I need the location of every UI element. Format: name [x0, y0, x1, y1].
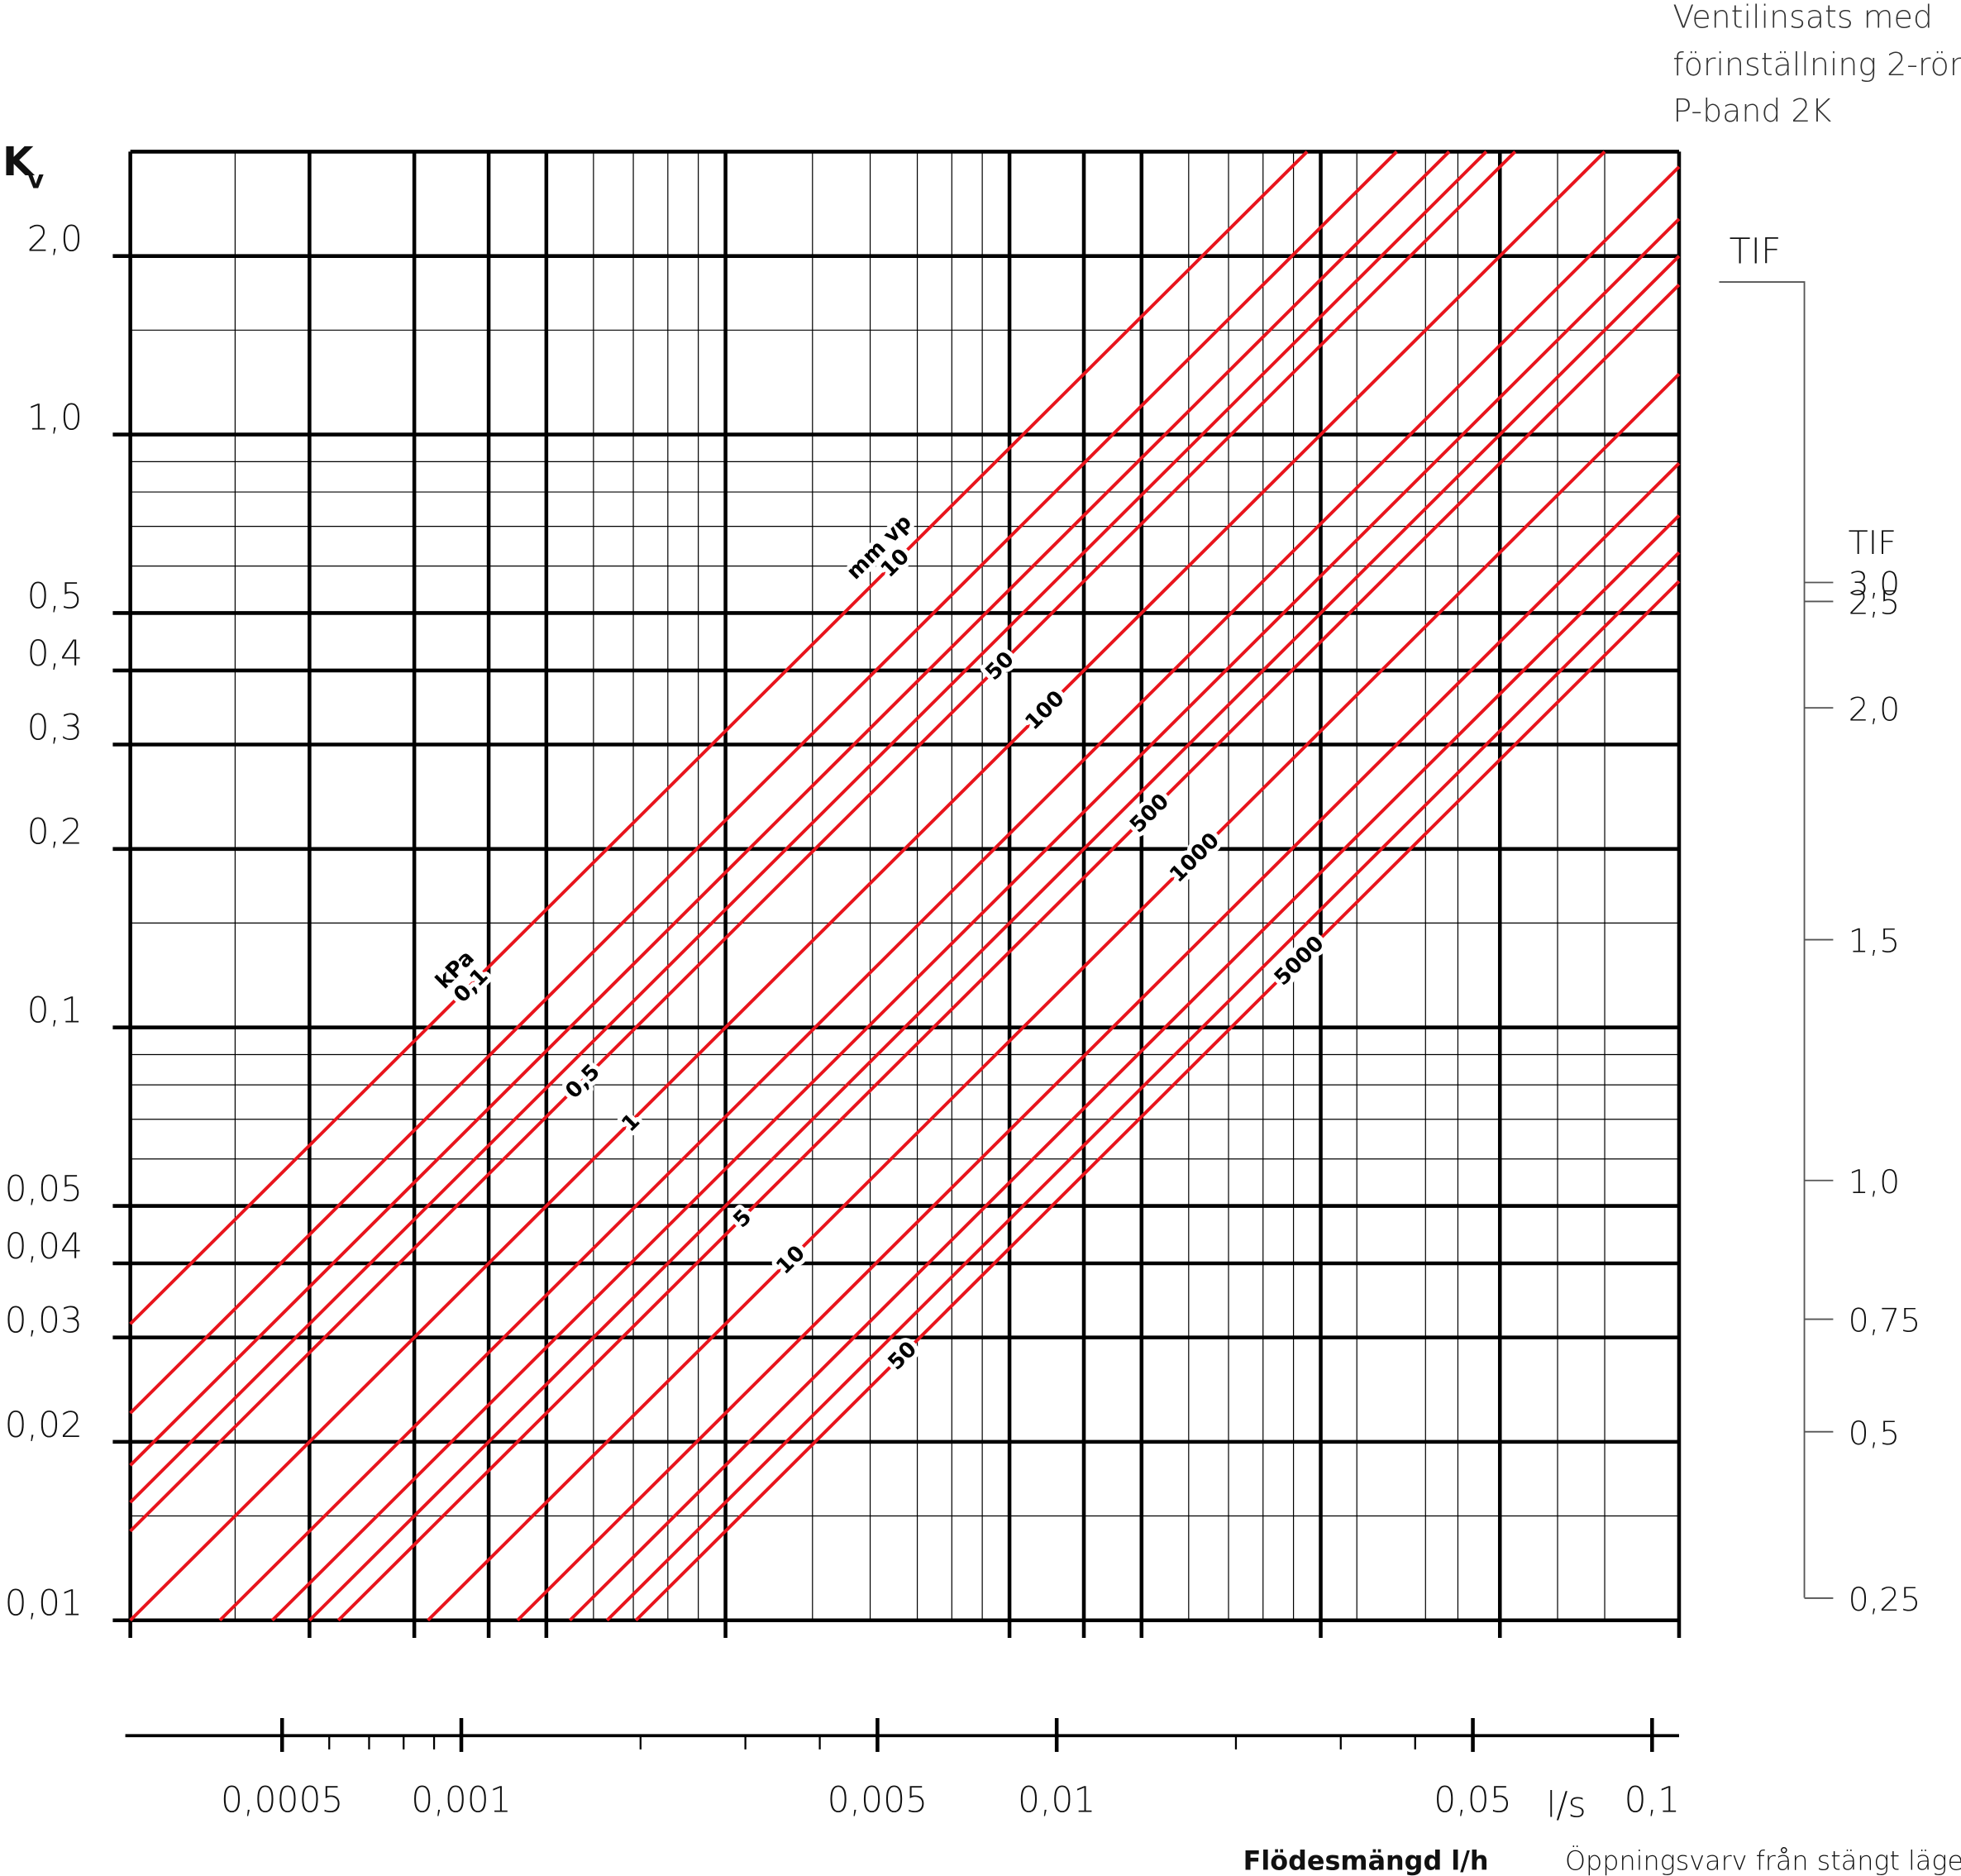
pressure-line: [129, 150, 1488, 1504]
x2-tick-label: 0,05: [1434, 1781, 1511, 1821]
y-tick-label: 0,4: [27, 634, 83, 675]
grid: 0,01 0,02 0,03 0,04 0,05 0,1 0,2 0,3 0,4 0,5 1,0 2,…: [5, 151, 1921, 1821]
pressure-lines: [129, 150, 1681, 1622]
x2-tick-label: 0,001: [411, 1781, 511, 1821]
x2-tick-label: 0,01: [1018, 1781, 1095, 1821]
tif-tick-label: 2,0: [1849, 690, 1901, 728]
y-label: K: [2, 139, 36, 185]
tif-axis: [1719, 281, 1806, 1598]
pressure-line: [129, 150, 1309, 1325]
y-tick-label: 1,0: [27, 399, 83, 439]
x2-tick-label: 0,0005: [221, 1781, 343, 1821]
tif-tick-label: 1,0: [1849, 1163, 1901, 1201]
y-tick-label: 0,05: [5, 1169, 83, 1210]
x2-tick-label: 0,1: [1625, 1781, 1680, 1821]
pressure-line: [129, 150, 1517, 1533]
pressure-line: [427, 372, 1681, 1622]
x-label: Flödesmängd l/h: [1243, 1845, 1489, 1876]
x2-unit: l/s: [1546, 1786, 1586, 1826]
tif-tick-label: 1,5: [1849, 923, 1901, 961]
pressure-line: [218, 165, 1681, 1622]
pressure-line: [270, 217, 1681, 1622]
pressure-line: [308, 255, 1681, 1622]
tif-tick-label: 0,5: [1849, 1415, 1901, 1453]
tif-tick-label: 0,75: [1849, 1302, 1921, 1340]
pressure-line: [129, 150, 1398, 1415]
pressure-line: [568, 514, 1681, 1622]
tif-tick-label: 2,5: [1849, 585, 1901, 623]
pressure-line: [634, 580, 1681, 1622]
y-tick-label: 0,1: [27, 991, 83, 1032]
pressure-line: [129, 150, 1451, 1467]
tif-tick-label: 0,25: [1849, 1581, 1921, 1619]
tif-label: TIF: [1730, 232, 1782, 272]
title-line: Ventilinsats med: [1672, 0, 1933, 35]
y-tick-label: 0,2: [27, 813, 83, 853]
y-tick-label: 0,01: [5, 1584, 83, 1625]
pressure-line: [516, 461, 1681, 1622]
tif-caption: Öppningsvarv från stängt läge: [1565, 1845, 1961, 1876]
title-line: förinställning 2-rör: [1672, 46, 1961, 83]
x2-tick-label: 0,005: [828, 1781, 928, 1821]
title-line: P-band 2K: [1672, 93, 1831, 129]
y-tick-label: 0,3: [27, 708, 83, 748]
y-tick-label: 0,03: [5, 1301, 83, 1342]
pressure-line: [336, 284, 1681, 1622]
pressure-line: [605, 551, 1681, 1622]
line-label-alt: 1000: [1165, 828, 1224, 888]
y-tick-label: 0,5: [27, 576, 83, 617]
y-tick-label: 0,04: [5, 1227, 83, 1267]
line-unit-alt: mm vp: [842, 510, 916, 585]
pressure-line: [129, 150, 1606, 1622]
y-label-sub: v: [27, 165, 44, 194]
tif-tick-label: 3,0: [1849, 566, 1901, 604]
tif-scale-label: TIF: [1849, 524, 1897, 562]
y-tick-label: 2,0: [27, 220, 83, 260]
y-tick-label: 0,02: [5, 1406, 83, 1446]
